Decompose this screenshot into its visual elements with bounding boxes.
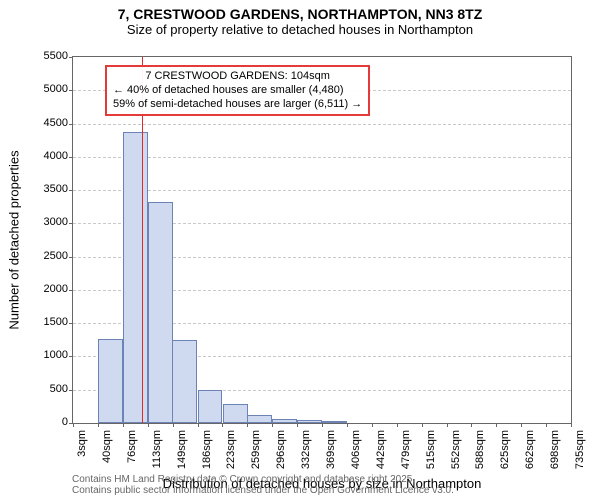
x-tick bbox=[521, 423, 522, 427]
callout-line: 7 CRESTWOOD GARDENS: 104sqm bbox=[113, 70, 362, 84]
x-tick bbox=[148, 423, 149, 427]
y-tick bbox=[69, 57, 73, 58]
callout-line: 59% of semi-detached houses are larger (… bbox=[113, 98, 362, 112]
x-tick bbox=[297, 423, 298, 427]
y-tick-label: 5000 bbox=[18, 83, 68, 95]
x-tick bbox=[272, 423, 273, 427]
x-tick bbox=[123, 423, 124, 427]
y-axis-label: Number of detached properties bbox=[7, 150, 22, 329]
y-tick bbox=[69, 390, 73, 391]
y-tick bbox=[69, 290, 73, 291]
grid-line bbox=[73, 124, 571, 125]
x-tick bbox=[98, 423, 99, 427]
x-tick bbox=[571, 423, 572, 427]
y-tick-label: 1500 bbox=[18, 316, 68, 328]
x-tick bbox=[372, 423, 373, 427]
y-tick bbox=[69, 323, 73, 324]
callout-line: ← 40% of detached houses are smaller (4,… bbox=[113, 84, 362, 98]
histogram-bar bbox=[148, 202, 173, 423]
x-tick bbox=[73, 423, 74, 427]
callout-box: 7 CRESTWOOD GARDENS: 104sqm← 40% of deta… bbox=[105, 65, 370, 116]
y-tick-label: 0 bbox=[18, 416, 68, 428]
x-tick bbox=[173, 423, 174, 427]
y-tick-label: 500 bbox=[18, 383, 68, 395]
x-tick bbox=[347, 423, 348, 427]
y-tick bbox=[69, 190, 73, 191]
histogram-bar bbox=[322, 421, 347, 423]
histogram-bar bbox=[247, 415, 272, 423]
y-tick bbox=[69, 356, 73, 357]
x-tick bbox=[546, 423, 547, 427]
y-tick bbox=[69, 223, 73, 224]
x-tick bbox=[222, 423, 223, 427]
histogram-bar bbox=[198, 390, 223, 423]
y-tick bbox=[69, 90, 73, 91]
y-tick bbox=[69, 257, 73, 258]
chart-subtitle: Size of property relative to detached ho… bbox=[0, 22, 600, 37]
x-tick bbox=[471, 423, 472, 427]
y-tick-label: 3500 bbox=[18, 183, 68, 195]
y-tick-label: 4000 bbox=[18, 150, 68, 162]
grid-line bbox=[73, 157, 571, 158]
y-tick bbox=[69, 124, 73, 125]
x-tick bbox=[247, 423, 248, 427]
x-tick bbox=[397, 423, 398, 427]
x-tick bbox=[422, 423, 423, 427]
y-tick-label: 4500 bbox=[18, 117, 68, 129]
histogram-bar bbox=[272, 419, 297, 423]
footnote-line-1: Contains HM Land Registry data © Crown c… bbox=[72, 474, 454, 485]
x-tick bbox=[198, 423, 199, 427]
histogram-bar bbox=[98, 339, 123, 423]
chart-title: 7, CRESTWOOD GARDENS, NORTHAMPTON, NN3 8… bbox=[0, 0, 600, 22]
x-tick bbox=[496, 423, 497, 427]
plot-area: 7 CRESTWOOD GARDENS: 104sqm← 40% of deta… bbox=[72, 56, 572, 424]
histogram-bar bbox=[223, 404, 248, 423]
x-tick bbox=[447, 423, 448, 427]
y-tick bbox=[69, 157, 73, 158]
y-tick-label: 3000 bbox=[18, 216, 68, 228]
histogram-bar bbox=[123, 132, 148, 423]
y-tick-label: 2000 bbox=[18, 283, 68, 295]
histogram-bar bbox=[172, 340, 197, 423]
footnote: Contains HM Land Registry data © Crown c… bbox=[72, 474, 454, 496]
y-tick-label: 1000 bbox=[18, 349, 68, 361]
x-tick bbox=[322, 423, 323, 427]
y-tick-label: 5500 bbox=[18, 50, 68, 62]
grid-line bbox=[73, 190, 571, 191]
figure: 7, CRESTWOOD GARDENS, NORTHAMPTON, NN3 8… bbox=[0, 0, 600, 500]
y-tick-label: 2500 bbox=[18, 250, 68, 262]
histogram-bar bbox=[297, 420, 322, 423]
footnote-line-2: Contains public sector information licen… bbox=[72, 485, 454, 496]
